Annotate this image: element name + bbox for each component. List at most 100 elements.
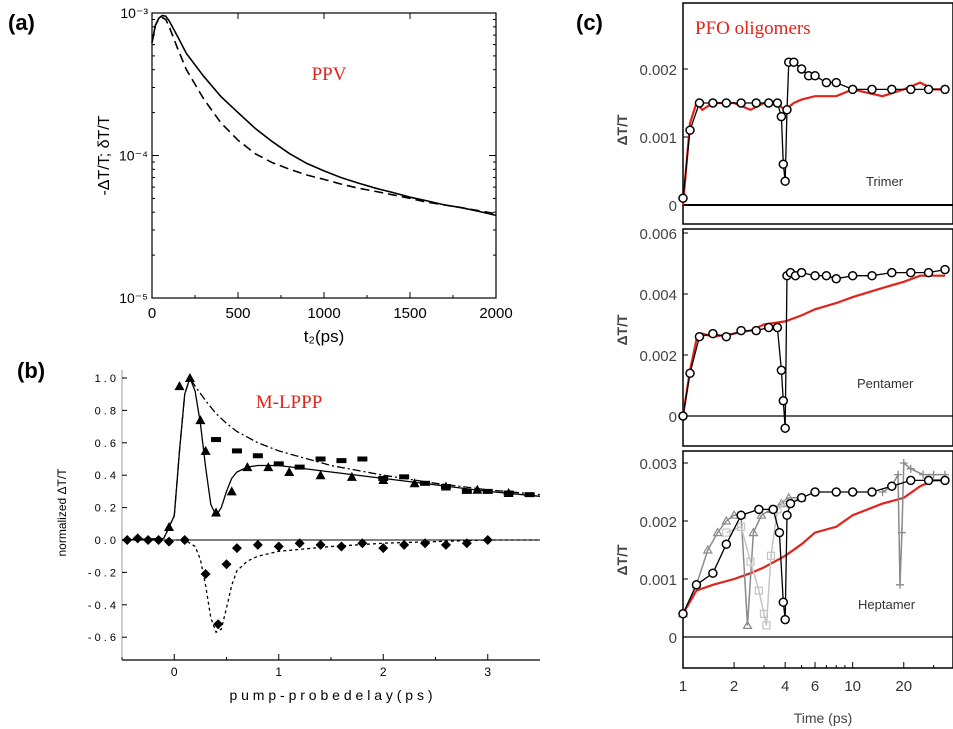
panel-c-ytick-label: 0.002 [639, 62, 677, 79]
panel-a-xtick-label: 0 [148, 305, 156, 322]
panel-b-marker-diamond [315, 539, 326, 550]
panel-c-marker-circle [782, 105, 792, 115]
panel-c-series-red [682, 479, 945, 615]
panel-c-marker-circle [751, 98, 761, 108]
panel-b-ytick-label: 0 . 2 [95, 503, 116, 515]
panel-b-marker-triangle [440, 481, 451, 491]
panel-c-marker-circle [923, 84, 934, 95]
panel-b-marker-triangle [378, 475, 389, 485]
panel-b-marker-square [461, 488, 472, 494]
panel-c-marker-circle [678, 193, 688, 203]
panel-c-marker-circle [778, 396, 789, 406]
panel-b-marker-diamond [440, 539, 451, 550]
panel-c-marker-square [762, 621, 771, 630]
panel-c-marker-circle [831, 77, 841, 88]
panel-c-ylabel: ΔT/T [614, 114, 630, 146]
panel-b-marker-square [315, 456, 326, 462]
panel-c-marker-circle [821, 270, 832, 281]
panel-c-marker-circle [780, 614, 790, 625]
panel-c-sample-label: Trimer [866, 174, 904, 189]
panel-b-marker-diamond [482, 535, 493, 545]
panel-c-marker-circle [847, 270, 858, 281]
panel-c-marker-square [759, 609, 769, 618]
panel-a-ylabel: -ΔT/T; δT/T [96, 115, 113, 195]
panel-c-marker-circle [694, 331, 705, 342]
panel-b-xtick-label: 1 [275, 665, 282, 679]
panel-b-marker-triangle [472, 484, 483, 494]
panel-b-marker-triangle [263, 462, 274, 472]
panel-b-marker-square [482, 488, 493, 494]
panel-c-ytick-label: 0 [669, 198, 677, 215]
panel-b-marker-square [231, 448, 242, 454]
panel-c-sample-label: Heptamer [858, 597, 916, 612]
panel-c-marker-circle [887, 84, 897, 95]
panel-b-marker-diamond [231, 543, 242, 554]
panel-c-annotation: PFO oligomers [695, 18, 811, 39]
panel-c-marker-circle [810, 270, 820, 281]
panel-c-ytick-label: 0.002 [639, 348, 677, 365]
panel-b-series-dotted [122, 539, 540, 634]
panel-c-series-gray-mid [682, 497, 802, 626]
panel-b-marker-triangle [200, 445, 211, 455]
panel-c-ytick-label: 0 [669, 409, 677, 426]
panel-c-marker-plus [897, 528, 906, 537]
panel-b-ytick-label: 0 . 6 [95, 438, 116, 450]
panel-c-marker-triangle [712, 527, 723, 537]
panel-c-marker-triangle [721, 515, 732, 525]
panel-b-marker-square [336, 458, 347, 464]
panel-b-marker-triangle [242, 462, 253, 472]
panel-c-marker-circle [785, 498, 796, 509]
panel-c-marker-circle [831, 274, 841, 284]
panel-c-series-red [681, 274, 945, 417]
panel-c-heptamer-chart: 0.003 0.002 0.001 0 ΔT/T Heptamer 1 2 4 6 10 20 Time… [614, 450, 953, 726]
panel-a-xtick-label: 1000 [307, 305, 340, 322]
panel-a-chart: 0 500 1000 1500 2000 10⁻⁵ 10⁻⁴ 10⁻³ t₂(ps) -ΔT/T;… [96, 5, 513, 346]
panel-b-marker-square [357, 456, 368, 462]
panel-a-xtick-label: 1500 [393, 305, 426, 322]
panel-c-xtick-label: 1 [679, 678, 687, 695]
panel-c-marker-circle [776, 365, 787, 375]
panel-b-marker-square [294, 464, 305, 470]
panel-b-marker-diamond [294, 538, 305, 549]
panel-c-xtick-label: 6 [811, 678, 819, 695]
panel-b-marker-triangle [346, 471, 357, 481]
panel-b-marker-diamond [122, 535, 133, 545]
panel-b-marker-diamond [252, 539, 263, 550]
panel-c-marker-circle [887, 267, 897, 278]
panel-b-marker-triangle [503, 488, 514, 498]
panel-b-marker-diamond [273, 541, 284, 552]
panel-c-ylabel: ΔT/T [614, 544, 630, 576]
panel-c-marker-circle [782, 510, 792, 520]
panel-b-chart: 1 . 0 0 . 8 0 . 6 0 . 4 0 . 2 0 . 0 - 0 . 2 - 0… [55, 370, 541, 703]
panel-c-marker-circle [796, 64, 807, 74]
panel-b-marker-diamond [200, 569, 211, 580]
panel-b-marker-square [211, 437, 222, 443]
panel-c-ytick-label: 0.004 [639, 287, 677, 304]
panel-c-ylabel: ΔT/T [614, 314, 630, 346]
panel-c-marker-circle [685, 125, 695, 135]
panel-b-marker-diamond [399, 539, 410, 550]
panel-b-ytick-label: - 0 . 4 [88, 600, 116, 612]
panel-b-marker-triangle [315, 470, 326, 480]
panel-c-marker-square [737, 522, 746, 531]
panel-c-marker-circle [736, 98, 746, 108]
panel-c-ytick-label: 0 [669, 630, 677, 647]
panel-c-marker-circle [810, 487, 820, 497]
panel-b-marker-diamond [420, 538, 431, 549]
panel-c-marker-circle [678, 411, 688, 421]
panel-c-marker-square [746, 557, 755, 566]
panel-b-marker-triangle [409, 478, 420, 488]
panel-c-marker-square [754, 586, 763, 595]
panel-c-marker-triangle [702, 544, 713, 554]
panel-label-a: (a) [8, 10, 35, 35]
panel-b-xtick-label: 2 [380, 665, 387, 679]
panel-b-marker-diamond [336, 541, 347, 552]
panel-c-marker-circle [721, 98, 732, 108]
panel-c-marker-circle [847, 487, 858, 497]
panel-c-xtick-label: 2 [730, 678, 738, 695]
panel-a-xtick-label: 2000 [479, 305, 512, 322]
panel-c-marker-circle [906, 267, 916, 278]
panel-c-marker-plus [895, 580, 904, 589]
panel-c-marker-circle [685, 368, 695, 379]
